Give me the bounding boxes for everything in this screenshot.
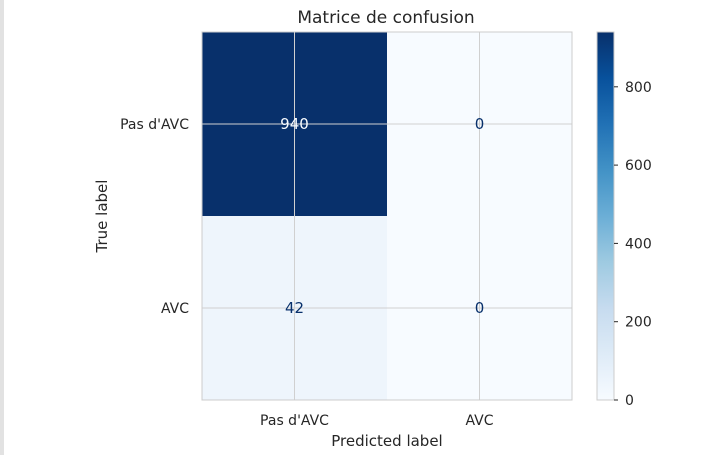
y-tick-label: Pas d'AVC <box>120 117 189 133</box>
colorbar <box>596 31 615 401</box>
colorbar-tick-label: 400 <box>625 236 652 252</box>
cell-value-label-0-1: 0 <box>475 115 485 133</box>
window-edge <box>0 0 4 455</box>
y-tick-label: AVC <box>161 301 189 317</box>
plot-frame <box>201 31 573 401</box>
x-axis-label: Predicted label <box>331 432 442 450</box>
chart-title: Matrice de confusion <box>297 8 474 28</box>
colorbar-tick-label: 800 <box>625 80 652 96</box>
y-axis-label: True label <box>93 180 111 254</box>
x-tick-label: AVC <box>465 413 493 429</box>
cell-value-label-1-0: 42 <box>285 299 304 317</box>
colorbar-tick-label: 0 <box>625 393 634 409</box>
cell-value-label-0-0: 940 <box>280 115 309 133</box>
x-tick-label: Pas d'AVC <box>260 413 329 429</box>
colorbar-tick-label: 200 <box>625 315 652 331</box>
cell-value-label-1-1: 0 <box>475 299 485 317</box>
colorbar-tick-label: 600 <box>625 158 652 174</box>
